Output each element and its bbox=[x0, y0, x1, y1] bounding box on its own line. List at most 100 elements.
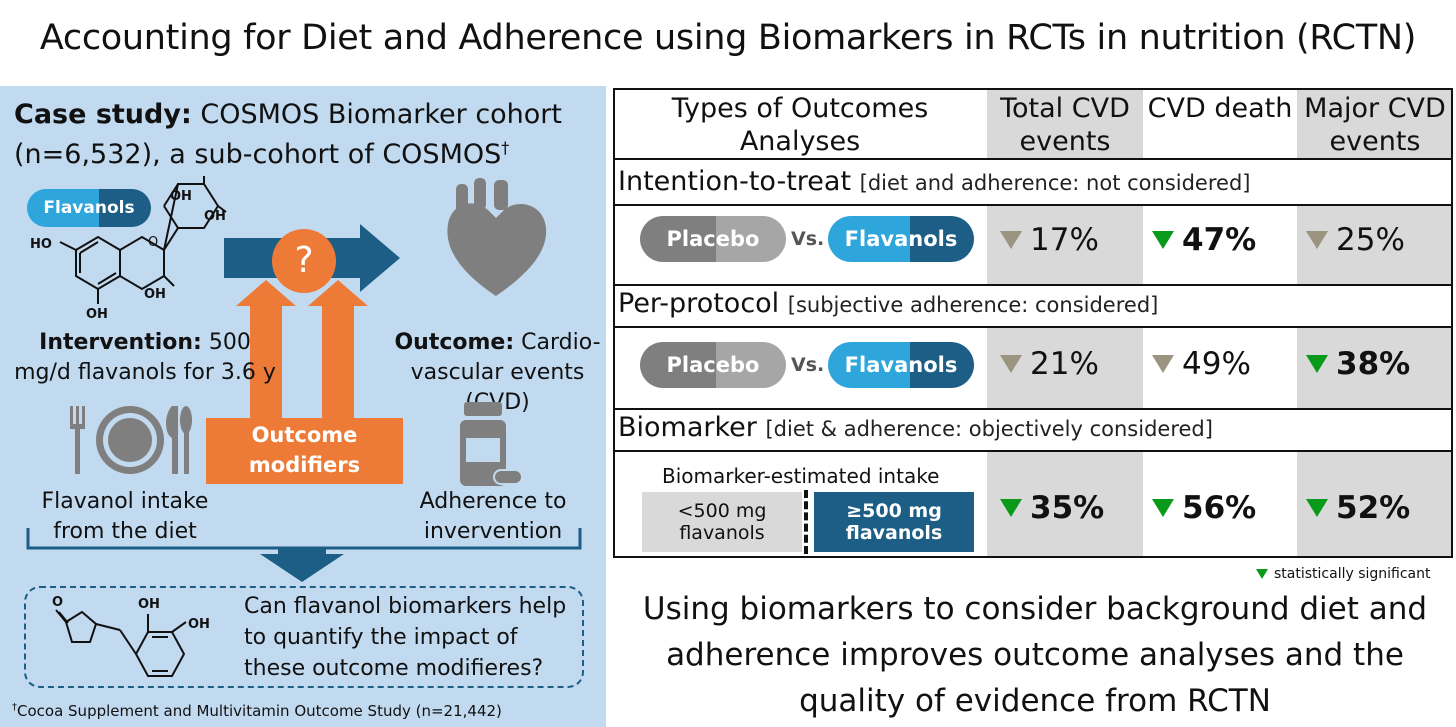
intervention-caption: Intervention: 500 mg/d flavanols for 3.6… bbox=[10, 328, 280, 388]
biomarker-question-box bbox=[24, 586, 584, 688]
value-itt-total: 17% bbox=[1000, 222, 1099, 258]
conclusion-text: Using biomarkers to consider background … bbox=[642, 591, 1428, 719]
ho-label: HO bbox=[30, 237, 52, 252]
pill-bottle-icon bbox=[460, 402, 523, 486]
section-biomarker: Biomarker [diet & adherence: objectively… bbox=[618, 412, 1213, 443]
placebo-pill: Placebo bbox=[640, 342, 786, 388]
section-intention-to-treat: Intention-to-treat [diet and adherence: … bbox=[618, 166, 1250, 197]
oh-label-1: OH bbox=[170, 189, 192, 204]
value-text: 21% bbox=[1030, 346, 1099, 382]
outcome-label: Outcome: bbox=[394, 330, 515, 355]
value-text: 49% bbox=[1182, 346, 1251, 382]
table-divider bbox=[613, 284, 1453, 286]
biomarker-structure-icon: O OH OH bbox=[52, 595, 210, 677]
value-bm-major: 52% bbox=[1306, 490, 1410, 526]
section-note: [subjective adherence: considered] bbox=[787, 293, 1159, 317]
value-pp-total: 21% bbox=[1000, 346, 1099, 382]
adherence-caption: Adherence to invervention bbox=[419, 489, 567, 544]
case-study-label: Case study: bbox=[14, 99, 192, 130]
triangle-down-icon bbox=[1306, 499, 1328, 517]
value-text: 52% bbox=[1336, 490, 1411, 526]
question-badge: ? bbox=[272, 229, 336, 293]
lactone-oxygen-label: O bbox=[52, 595, 63, 610]
flavanol-structure-icon: O OH OH HO OH OH bbox=[30, 176, 227, 322]
case-study-text: Case study: COSMOS Biomarker cohort (n=6… bbox=[14, 98, 604, 171]
low-intake-text: <500 mg flavanols bbox=[677, 500, 767, 544]
diet-caption: Flavanol intake from the diet bbox=[41, 489, 209, 544]
value-itt-major: 25% bbox=[1306, 222, 1405, 258]
col-header-cvd-death: CVD death bbox=[1147, 93, 1293, 124]
page-title: Accounting for Diet and Adherence using … bbox=[39, 18, 1417, 58]
triangle-down-icon bbox=[1256, 569, 1268, 579]
triangle-down-icon bbox=[1306, 355, 1328, 373]
triangle-down-icon bbox=[1000, 355, 1022, 373]
triangle-down-icon bbox=[1000, 499, 1022, 517]
value-text: 17% bbox=[1030, 222, 1099, 258]
value-bm-death: 56% bbox=[1152, 490, 1256, 526]
table-divider bbox=[613, 408, 1453, 410]
table-header-types: Types of Outcomes Analyses bbox=[671, 93, 929, 157]
oh-label-4: OH bbox=[86, 307, 108, 322]
section-name: Biomarker bbox=[618, 412, 757, 443]
table-divider bbox=[613, 326, 1453, 328]
high-intake-text: ≥500 mg flavanols bbox=[845, 500, 943, 544]
legend-text: statistically significant bbox=[1274, 566, 1431, 582]
biomarker-estimated-label: Biomarker-estimated intake bbox=[662, 464, 940, 488]
outcomes-table bbox=[613, 88, 1453, 558]
vs-label: Vs. bbox=[791, 228, 825, 250]
intervention-label: Intervention: bbox=[39, 330, 202, 355]
footnote-dagger: † bbox=[12, 702, 17, 713]
bracket-arrow-down-icon bbox=[26, 528, 582, 582]
triangle-down-icon bbox=[1152, 499, 1174, 517]
significance-legend: statistically significant bbox=[1256, 566, 1431, 582]
oh-label-5: OH bbox=[138, 597, 160, 612]
col-header-total-cvd: Total CVD events bbox=[1000, 93, 1130, 157]
oh-label-3: OH bbox=[144, 287, 166, 302]
col-bg-major-header bbox=[1297, 90, 1451, 158]
footnote-text: Cocoa Supplement and Multivitamin Outcom… bbox=[17, 702, 502, 720]
section-note: [diet and adherence: not considered] bbox=[859, 171, 1251, 195]
value-bm-total: 35% bbox=[1000, 490, 1104, 526]
col-bg-total-header bbox=[987, 90, 1143, 158]
section-name: Per-protocol bbox=[618, 288, 780, 319]
table-divider bbox=[613, 158, 1453, 160]
heart-icon bbox=[447, 178, 547, 296]
value-text: 35% bbox=[1030, 490, 1105, 526]
outcome-modifiers-box: Outcome modifiers bbox=[206, 418, 403, 484]
placebo-pill: Placebo bbox=[640, 216, 786, 262]
value-text: 47% bbox=[1182, 222, 1257, 258]
value-text: 38% bbox=[1336, 346, 1411, 382]
section-note: [diet & adherence: objectively considere… bbox=[765, 417, 1213, 441]
ring-oxygen-label: O bbox=[148, 235, 158, 250]
vs-label: Vs. bbox=[791, 354, 825, 376]
oh-label-6: OH bbox=[188, 617, 210, 632]
case-study-description: COSMOS Biomarker cohort (n=6,532), a sub… bbox=[14, 99, 562, 170]
col-header-major-cvd: Major CVD events bbox=[1304, 93, 1446, 157]
intervention-text: 500 mg/d flavanols for 3.6 y bbox=[14, 330, 276, 385]
flavanols-pill: Flavanols bbox=[27, 189, 151, 227]
table-divider bbox=[613, 450, 1453, 452]
value-itt-death: 47% bbox=[1152, 222, 1256, 258]
plate-icon bbox=[70, 406, 192, 474]
triangle-down-icon bbox=[1306, 231, 1328, 249]
oh-label-2: OH bbox=[204, 209, 226, 224]
value-pp-major: 38% bbox=[1306, 346, 1410, 382]
table-divider bbox=[613, 204, 1453, 206]
value-pp-death: 49% bbox=[1152, 346, 1251, 382]
high-intake-box: ≥500 mg flavanols bbox=[814, 492, 974, 552]
section-name: Intention-to-treat bbox=[618, 166, 852, 197]
triangle-down-icon bbox=[1152, 355, 1174, 373]
flavanols-pill: Flavanols bbox=[828, 216, 974, 262]
biomarker-question-text: Can flavanol biomarkers help to quantify… bbox=[244, 594, 567, 681]
low-intake-box: <500 mg flavanols bbox=[642, 492, 802, 552]
orange-up-arrows-icon bbox=[236, 280, 368, 420]
triangle-down-icon bbox=[1000, 231, 1022, 249]
value-text: 56% bbox=[1182, 490, 1257, 526]
case-dagger: † bbox=[501, 138, 510, 157]
value-text: 25% bbox=[1336, 222, 1405, 258]
intake-divider bbox=[804, 490, 808, 554]
footnote: †Cocoa Supplement and Multivitamin Outco… bbox=[12, 702, 502, 720]
flavanols-pill: Flavanols bbox=[828, 342, 974, 388]
section-per-protocol: Per-protocol [subjective adherence: cons… bbox=[618, 288, 1158, 319]
triangle-down-icon bbox=[1152, 231, 1174, 249]
